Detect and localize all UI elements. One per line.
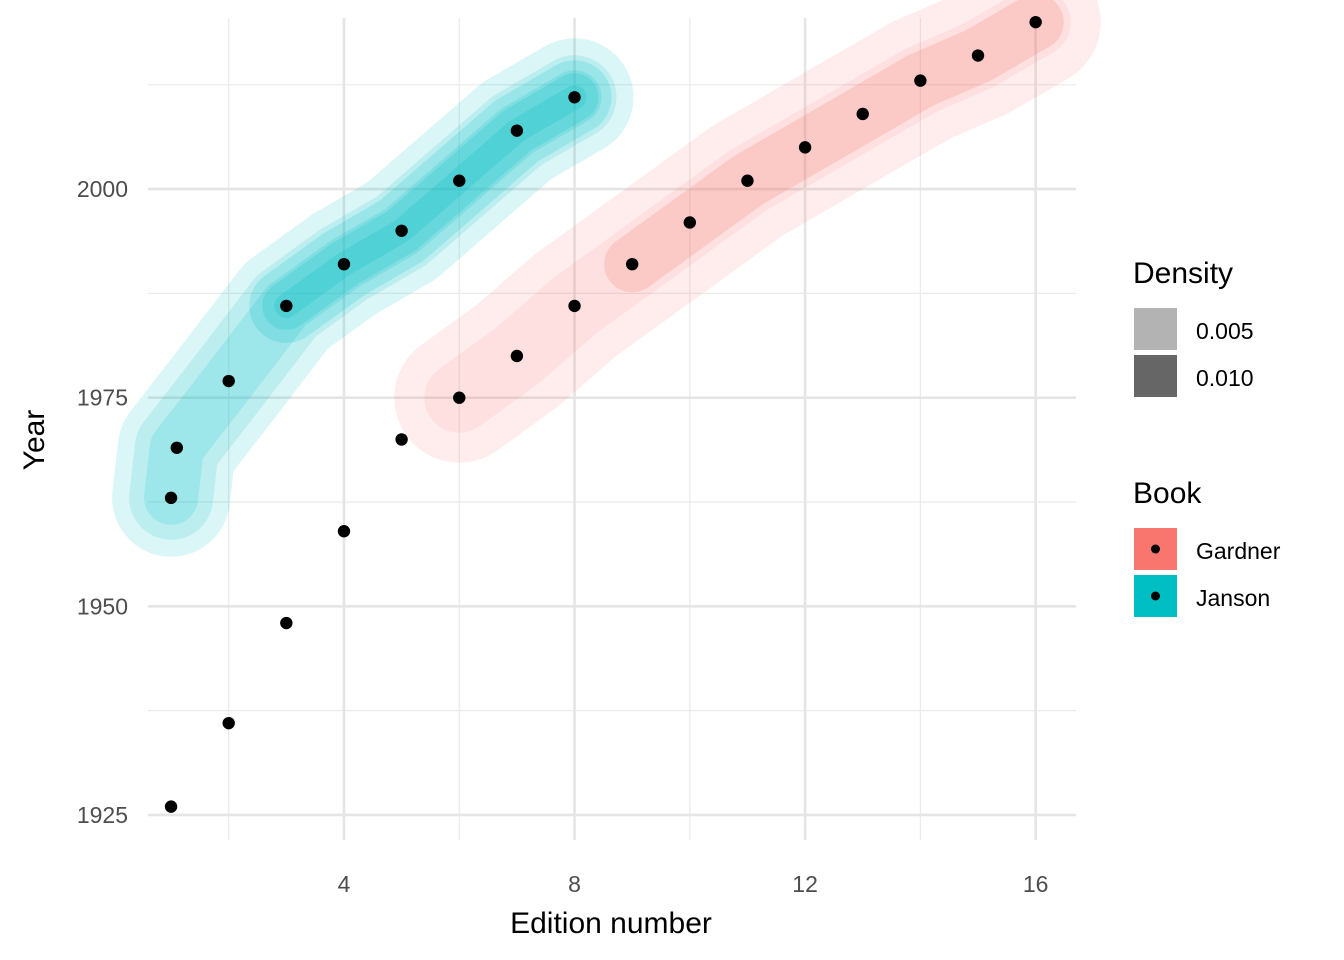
legend-density-title: Density <box>1133 257 1233 290</box>
gardner-point-9 <box>683 216 697 229</box>
x-axis-title: Edition number <box>510 907 712 940</box>
gardner-point-14 <box>971 49 985 62</box>
x-tick-label-0: 4 <box>338 871 351 897</box>
y-tick-label-2: 1975 <box>77 385 128 411</box>
legend-density-swatch-0 <box>1134 308 1177 350</box>
legend-book-label-gardner: Gardner <box>1196 538 1281 564</box>
janson-point-6 <box>453 174 466 187</box>
janson-point-0 <box>164 491 178 505</box>
janson-point-3 <box>280 299 293 313</box>
janson-density-band-4 <box>249 60 612 343</box>
janson-point-7 <box>510 124 524 137</box>
x-tick-label-2: 12 <box>792 871 818 897</box>
x-tick-label-3: 16 <box>1023 871 1049 897</box>
legend-book-title: Book <box>1133 477 1202 510</box>
legend-density-label-0: 0.005 <box>1196 318 1254 344</box>
janson-point-8 <box>568 91 581 104</box>
grid-minor <box>148 18 1076 840</box>
janson-point-1 <box>170 441 184 454</box>
gardner-point-15 <box>1029 15 1042 29</box>
grid-major <box>148 18 1076 840</box>
x-tick-labels: 4 8 12 16 <box>338 871 1049 897</box>
gardner-point-3 <box>337 525 351 538</box>
janson-point-5 <box>395 224 408 238</box>
janson-density-band-5 <box>262 73 599 330</box>
density-areas <box>112 0 1101 557</box>
gardner-point-13 <box>914 74 927 87</box>
legend-book-dot-gardner <box>1151 544 1160 554</box>
gardner-point-1 <box>222 716 235 730</box>
legend-book: Book Gardner Janson <box>1133 477 1281 617</box>
gardner-point-4 <box>395 433 408 446</box>
x-tick-label-1: 8 <box>568 871 581 897</box>
gardner-point-6 <box>510 349 524 363</box>
legend-book-dot-janson <box>1151 591 1160 601</box>
legend-density-label-1: 0.010 <box>1196 365 1254 391</box>
y-tick-label-0: 1925 <box>77 802 128 828</box>
janson-point-2 <box>222 374 235 388</box>
y-tick-label-1: 1950 <box>77 593 128 619</box>
y-tick-labels: 1925 1950 1975 2000 <box>77 176 128 828</box>
gardner-point-2 <box>280 616 293 630</box>
gardner-point-7 <box>568 299 581 313</box>
gardner-point-10 <box>741 174 754 187</box>
gardner-density-band-3 <box>604 0 1064 293</box>
legend-density-swatch-1 <box>1134 355 1177 397</box>
gardner-point-5 <box>453 391 466 404</box>
gardner-point-8 <box>625 257 639 271</box>
janson-density-band-6 <box>274 85 587 318</box>
gardner-point-12 <box>856 107 869 121</box>
janson-point-4 <box>337 257 351 271</box>
y-tick-label-3: 2000 <box>77 176 128 202</box>
points-layer <box>164 15 1042 813</box>
gardner-point-0 <box>164 800 178 813</box>
legend-book-label-janson: Janson <box>1196 585 1270 611</box>
y-axis-title: Year <box>18 410 51 471</box>
gardner-point-11 <box>798 141 812 154</box>
legend-density: Density 0.005 0.010 <box>1133 257 1254 397</box>
